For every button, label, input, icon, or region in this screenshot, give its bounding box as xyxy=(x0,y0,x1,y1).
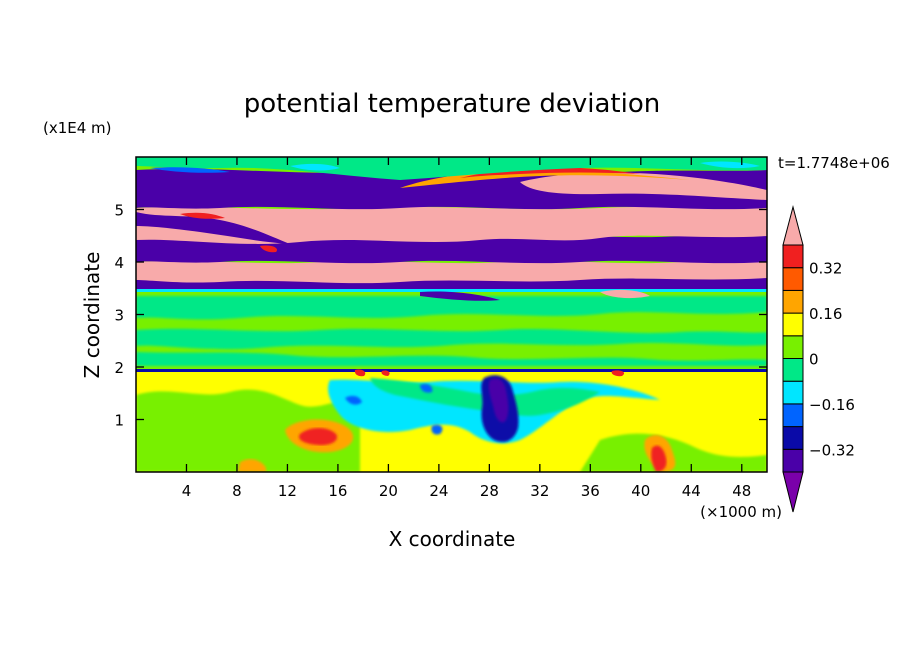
y-unit-label: (x1E4 m) xyxy=(43,119,112,137)
pink-layer-detail xyxy=(136,212,500,301)
lower-layer xyxy=(136,372,767,472)
colorbar-swatch xyxy=(782,403,804,428)
pink-layer-red-accents xyxy=(180,212,278,253)
x-unit-label: (×1000 m) xyxy=(700,503,782,521)
contour-field xyxy=(136,157,767,472)
colorbar-max-triangle xyxy=(782,205,804,246)
time-label: t=1.7748e+06 xyxy=(778,154,890,172)
x-tick-label: 36 xyxy=(581,482,600,500)
pink-layer-accent xyxy=(600,289,650,299)
colorbar: 0.32 0.16 0 −0.16 −0.32 xyxy=(782,205,855,513)
interface-line xyxy=(136,369,767,372)
interface-layer xyxy=(136,369,767,377)
colorbar-swatch xyxy=(782,312,804,337)
x-tick-label: 48 xyxy=(732,482,751,500)
colorbar-label: 0.32 xyxy=(809,260,842,278)
upper-pink-lens xyxy=(520,172,767,200)
y-tick-label: 5 xyxy=(114,202,124,220)
colorbar-swatch xyxy=(782,380,804,405)
colorbar-label: 0.16 xyxy=(809,305,842,323)
pink-band-1 xyxy=(136,260,767,284)
pink-main-layer xyxy=(136,206,767,244)
x-tick-label: 44 xyxy=(682,482,701,500)
colorbar-swatch xyxy=(782,267,804,291)
x-tick-label: 8 xyxy=(232,482,242,500)
colorbar-label: −0.32 xyxy=(809,441,855,459)
top-teal-band xyxy=(136,157,767,180)
colorbar-swatch xyxy=(782,335,804,359)
left-green-swirls xyxy=(138,414,249,459)
x-tick-label: 16 xyxy=(328,482,347,500)
x-tick-label: 40 xyxy=(631,482,650,500)
y-axis: 1 2 3 4 5 xyxy=(114,202,767,430)
lower-blue-flecks xyxy=(345,383,443,435)
x-tick-label: 24 xyxy=(429,482,448,500)
bottom-right-green xyxy=(580,433,767,472)
purple-plume-core xyxy=(488,378,509,423)
colorbar-swatch xyxy=(782,289,804,314)
x-axis: 4 8 12 16 20 24 28 32 36 40 44 48 xyxy=(182,157,751,500)
upper-stratified-layers xyxy=(136,157,767,301)
colorbar-label: −0.16 xyxy=(809,396,855,414)
x-tick-label: 32 xyxy=(530,482,549,500)
colorbar-swatch xyxy=(782,426,804,450)
top-blue-patch xyxy=(150,167,230,173)
x-tick-label: 28 xyxy=(480,482,499,500)
bottom-right-red xyxy=(651,445,667,472)
y-tick-label: 4 xyxy=(114,254,124,272)
colorbar-label: 0 xyxy=(809,351,819,369)
chart-title: potential temperature deviation xyxy=(244,89,660,119)
x-tick-label: 20 xyxy=(379,482,398,500)
colorbar-min-triangle xyxy=(782,471,804,513)
x-tick-label: 4 xyxy=(182,482,192,500)
middle-green-layer xyxy=(136,291,767,369)
colorbar-swatch xyxy=(782,448,804,473)
y-tick-label: 2 xyxy=(114,359,124,377)
middle-teal-streaks xyxy=(136,296,767,366)
colorbar-swatch xyxy=(782,244,804,269)
colorbar-swatch xyxy=(782,358,804,382)
top-cyan-patches xyxy=(290,161,760,171)
y-tick-label: 1 xyxy=(114,412,124,430)
lower-red-eddy xyxy=(299,428,338,446)
y-axis-label: Z coordinate xyxy=(80,252,104,379)
x-tick-label: 12 xyxy=(278,482,297,500)
bottom-left-orange xyxy=(238,459,266,472)
x-axis-label: X coordinate xyxy=(389,527,516,551)
y-tick-label: 3 xyxy=(114,307,124,325)
